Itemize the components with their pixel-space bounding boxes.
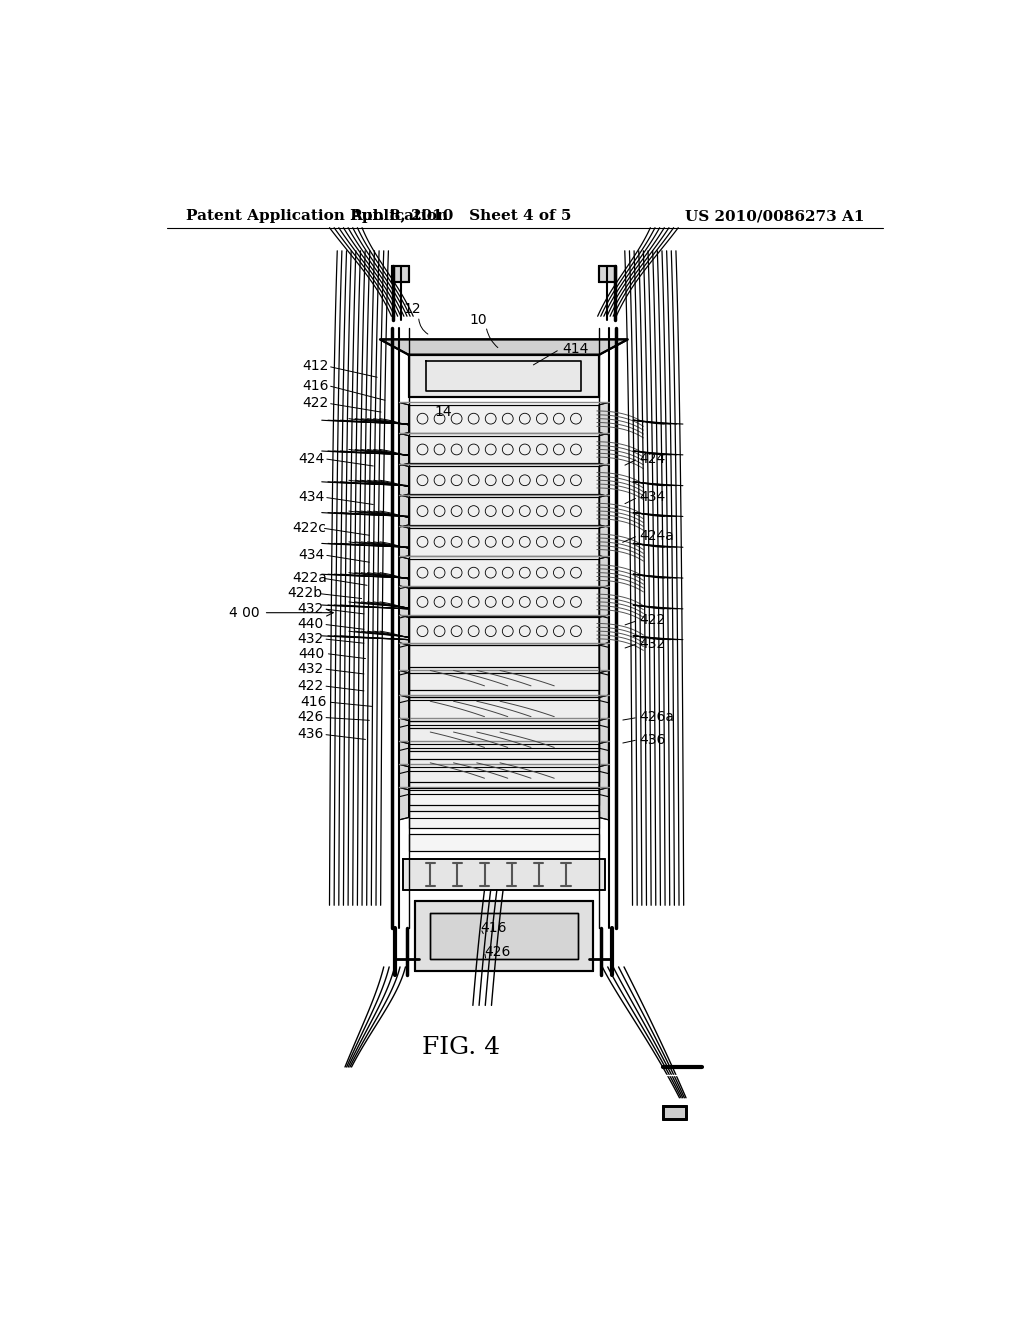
Text: 422: 422: [640, 614, 666, 627]
Polygon shape: [409, 436, 599, 463]
Polygon shape: [409, 834, 599, 851]
Polygon shape: [415, 902, 593, 970]
Polygon shape: [599, 586, 608, 618]
Polygon shape: [599, 267, 616, 281]
Polygon shape: [409, 466, 599, 494]
Text: 4 00: 4 00: [228, 606, 259, 619]
Text: 422: 422: [302, 396, 329, 411]
Polygon shape: [399, 465, 409, 496]
Text: FIG. 4: FIG. 4: [422, 1036, 501, 1059]
Text: 416: 416: [302, 379, 329, 392]
Polygon shape: [409, 697, 599, 721]
Polygon shape: [663, 1106, 686, 1119]
Polygon shape: [409, 405, 599, 433]
Text: 416: 416: [480, 921, 507, 936]
Polygon shape: [399, 671, 409, 702]
Polygon shape: [599, 525, 608, 558]
Text: 414: 414: [562, 342, 589, 356]
Text: 434: 434: [299, 490, 325, 504]
Polygon shape: [409, 729, 599, 751]
Polygon shape: [409, 788, 599, 805]
Text: 422: 422: [297, 678, 324, 693]
Polygon shape: [409, 618, 599, 645]
Polygon shape: [599, 671, 608, 702]
Text: 432: 432: [297, 661, 324, 676]
Polygon shape: [599, 495, 608, 527]
Polygon shape: [409, 498, 599, 525]
Text: 434: 434: [640, 490, 666, 504]
Polygon shape: [399, 495, 409, 527]
Text: 436: 436: [297, 727, 324, 742]
Text: 426a: 426a: [640, 710, 675, 725]
Polygon shape: [399, 557, 409, 589]
Polygon shape: [409, 767, 599, 795]
Polygon shape: [599, 764, 608, 797]
Text: 434: 434: [299, 548, 325, 562]
Polygon shape: [599, 557, 608, 589]
Text: 440: 440: [299, 647, 325, 660]
Polygon shape: [409, 789, 599, 817]
Polygon shape: [409, 589, 599, 615]
Polygon shape: [399, 718, 409, 751]
Polygon shape: [409, 667, 599, 689]
Text: 432: 432: [640, 636, 666, 651]
Polygon shape: [399, 615, 409, 647]
Text: 424a: 424a: [640, 529, 675, 543]
Polygon shape: [599, 696, 608, 727]
Text: 426: 426: [484, 945, 511, 958]
Text: 440: 440: [297, 618, 324, 631]
Text: Patent Application Publication: Patent Application Publication: [186, 209, 449, 223]
Text: Apr. 8, 2010   Sheet 4 of 5: Apr. 8, 2010 Sheet 4 of 5: [350, 209, 572, 223]
Polygon shape: [599, 433, 608, 466]
Polygon shape: [409, 645, 599, 673]
Text: 422c: 422c: [292, 521, 327, 535]
Text: 422b: 422b: [287, 586, 322, 601]
Polygon shape: [599, 465, 608, 496]
Text: 424: 424: [299, 451, 325, 466]
Polygon shape: [599, 403, 608, 434]
Polygon shape: [399, 788, 409, 820]
Polygon shape: [409, 721, 599, 748]
Text: 432: 432: [297, 602, 324, 616]
Text: US 2010/0086273 A1: US 2010/0086273 A1: [685, 209, 864, 223]
Polygon shape: [409, 355, 599, 397]
Polygon shape: [409, 759, 599, 781]
Text: 12: 12: [403, 301, 421, 315]
Polygon shape: [399, 742, 409, 774]
Polygon shape: [599, 788, 608, 820]
Text: 10: 10: [469, 313, 486, 327]
Polygon shape: [430, 913, 578, 960]
Polygon shape: [409, 812, 599, 829]
Text: 424: 424: [640, 451, 666, 466]
Polygon shape: [599, 643, 608, 675]
Text: 412: 412: [302, 359, 329, 374]
Text: 436: 436: [640, 733, 666, 747]
Text: 432: 432: [297, 632, 324, 645]
Polygon shape: [399, 433, 409, 466]
Polygon shape: [409, 528, 599, 556]
Polygon shape: [599, 615, 608, 647]
Polygon shape: [409, 697, 599, 725]
Text: 426: 426: [297, 710, 324, 725]
Polygon shape: [399, 764, 409, 797]
Polygon shape: [399, 586, 409, 618]
Text: 14: 14: [434, 405, 452, 420]
Text: 422a: 422a: [292, 572, 328, 585]
Polygon shape: [599, 718, 608, 751]
Text: 416: 416: [300, 696, 327, 709]
Polygon shape: [399, 643, 409, 675]
Polygon shape: [399, 403, 409, 434]
Polygon shape: [599, 742, 608, 774]
Polygon shape: [399, 696, 409, 727]
Polygon shape: [403, 859, 604, 890]
Polygon shape: [409, 558, 599, 586]
Polygon shape: [409, 673, 599, 701]
Polygon shape: [391, 267, 409, 281]
Polygon shape: [399, 525, 409, 558]
Polygon shape: [380, 339, 628, 355]
Polygon shape: [409, 743, 599, 771]
